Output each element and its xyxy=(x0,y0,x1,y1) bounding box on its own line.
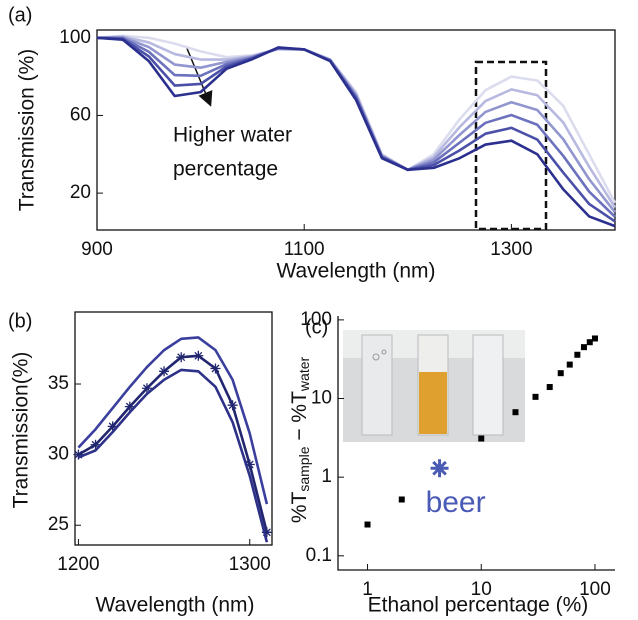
x-axis-label: Wavelength (nm) xyxy=(276,260,435,283)
data-point xyxy=(566,361,573,368)
y-axis-label: Transmission(%) xyxy=(10,352,33,509)
asterisk-marker xyxy=(227,400,238,411)
y-tick-label: 1 xyxy=(321,466,332,487)
asterisk-marker xyxy=(244,459,255,470)
asterisk-marker xyxy=(73,449,84,460)
y-axis-label: Transmission (%) xyxy=(16,49,39,212)
y-tick-label: 0.1 xyxy=(306,545,332,566)
y-label-part: %T xyxy=(288,491,311,523)
panel-label: (a) xyxy=(8,4,32,26)
asterisk-marker xyxy=(210,363,221,374)
asterisk-marker xyxy=(90,439,101,450)
x-tick-label: 1300 xyxy=(490,239,532,260)
panel: 900 1100 1300 20 60 100 (a) Wavelength (nm) Tran… xyxy=(8,4,617,283)
asterisk-marker xyxy=(193,350,204,361)
y-tick-label: 100 xyxy=(300,309,332,330)
y-tick-label: 100 xyxy=(59,27,91,48)
x-tick-label: 900 xyxy=(81,239,113,260)
asterisk-marker xyxy=(124,401,135,412)
data-point xyxy=(546,384,553,391)
plot-frame xyxy=(74,311,273,546)
asterisk-marker xyxy=(141,383,152,394)
annotation: percentage xyxy=(173,158,278,181)
data-point xyxy=(364,521,371,528)
series-line xyxy=(96,36,616,228)
data-point xyxy=(557,370,564,377)
y-tick-label: 10 xyxy=(311,388,332,409)
x-tick-label: 100 xyxy=(579,579,611,600)
data-point xyxy=(580,344,587,351)
asterisk-marker xyxy=(159,366,170,377)
panel-label: (b) xyxy=(8,310,32,332)
y-tick-label: 35 xyxy=(48,373,69,394)
y-tick-label: 20 xyxy=(70,182,91,203)
data-point xyxy=(586,339,593,346)
panel-label: (c) xyxy=(305,316,328,338)
axis-line xyxy=(337,316,615,571)
panel: 1200 1300 25 30 35 (b) Wavelength (nm) Transmis… xyxy=(8,310,273,617)
inset-photo xyxy=(343,330,525,442)
data-point xyxy=(532,393,539,400)
y-label-part: − %T xyxy=(288,391,311,447)
data-point xyxy=(574,351,581,358)
x-tick-label: 1100 xyxy=(284,239,325,260)
annotation: Higher water xyxy=(173,124,292,147)
y-tick-label: 60 xyxy=(70,104,91,125)
x-axis-label: Ethanol percentage (%) xyxy=(368,594,589,617)
x-axis-label: Wavelength (nm) xyxy=(95,594,254,617)
data-point xyxy=(478,435,485,442)
y-label-subscript: water xyxy=(296,357,312,393)
data-point xyxy=(398,496,405,503)
series-line xyxy=(77,368,269,543)
y-label-subscript: sample xyxy=(296,446,312,491)
x-tick-label: 1 xyxy=(362,579,373,600)
y-tick-label: 30 xyxy=(48,444,69,465)
highlight-box xyxy=(474,60,548,231)
y-axis-label: %Tsample − %Twater xyxy=(288,357,312,524)
data-point xyxy=(591,335,598,342)
y-tick-label: 25 xyxy=(48,514,69,535)
series-line xyxy=(77,336,269,505)
asterisk-marker xyxy=(261,527,272,538)
asterisk-marker xyxy=(176,352,187,363)
plot-frame xyxy=(96,29,616,231)
asterisk-marker xyxy=(107,421,118,432)
asterisk-marker xyxy=(430,459,449,478)
point-label: beer xyxy=(426,486,486,519)
x-tick-label: 10 xyxy=(471,579,492,600)
x-tick-label: 1200 xyxy=(57,554,99,575)
x-tick-label: 1300 xyxy=(229,554,271,575)
data-point xyxy=(512,409,519,416)
